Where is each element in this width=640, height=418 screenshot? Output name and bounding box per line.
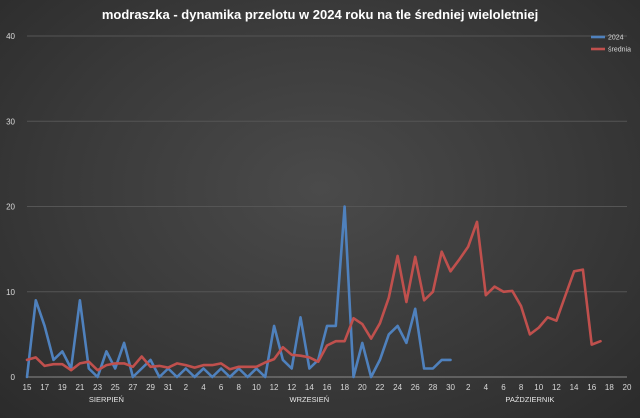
x-tick-label: 14: [305, 383, 314, 392]
x-tick-label: 12: [270, 383, 279, 392]
x-tick-label: 15: [23, 383, 32, 392]
x-tick-label: 8: [237, 383, 242, 392]
month-label: PAŹDZIERNIK: [505, 395, 554, 404]
series-line-2024: [25, 205, 452, 379]
x-tick-label: 29: [146, 383, 155, 392]
x-tick-label: 31: [164, 383, 173, 392]
x-axis: 15 17 19 21 23 25 27 29 31 2 4 6 8 10 12 12 14 16 18 20 22 24…: [23, 383, 632, 392]
x-tick-label: 16: [323, 383, 332, 392]
y-tick-label: 30: [6, 117, 15, 126]
y-tick-label: 0: [11, 373, 16, 382]
month-label: WRZESIEŃ: [290, 395, 330, 404]
x-tick-label: 14: [570, 383, 579, 392]
x-tick-label: 10: [252, 383, 261, 392]
series-lines: [25, 205, 602, 379]
x-tick-label: 21: [75, 383, 84, 392]
x-tick-label: 26: [411, 383, 420, 392]
x-tick-label: 20: [358, 383, 367, 392]
x-tick-label: 12: [552, 383, 561, 392]
x-tick-label: 20: [623, 383, 632, 392]
y-axis: 0 10 20 30 40: [6, 32, 15, 382]
month-label: SIERPIEŃ: [89, 395, 124, 404]
x-tick-label: 23: [93, 383, 102, 392]
x-tick-label: 17: [40, 383, 49, 392]
legend-label: średnia: [608, 47, 631, 54]
x-tick-label: 6: [501, 383, 506, 392]
x-tick-label: 4: [484, 383, 489, 392]
x-tick-label: 16: [587, 383, 596, 392]
x-tick-label: 30: [446, 383, 455, 392]
x-tick-label: 25: [111, 383, 120, 392]
x-tick-label: 27: [128, 383, 137, 392]
x-tick-label: 6: [219, 383, 224, 392]
x-tick-label: 10: [534, 383, 543, 392]
x-tick-label: 18: [605, 383, 614, 392]
x-tick-label: 8: [519, 383, 524, 392]
x-tick-label: 2: [184, 383, 189, 392]
chart-title: modraszka - dynamika przelotu w 2024 rok…: [102, 7, 538, 22]
y-tick-label: 20: [6, 203, 15, 212]
series-line-srednia: [25, 220, 602, 372]
y-tick-label: 10: [6, 288, 15, 297]
x-tick-label: 12: [287, 383, 296, 392]
x-tick-label: 22: [375, 383, 384, 392]
x-tick-label: 19: [58, 383, 67, 392]
month-labels: SIERPIEŃ WRZESIEŃ PAŹDZIERNIK: [89, 395, 555, 404]
x-tick-label: 2: [466, 383, 471, 392]
legend: 2024 średnia: [591, 35, 631, 54]
x-tick-label: 24: [393, 383, 402, 392]
x-tick-label: 18: [340, 383, 349, 392]
gridlines: [27, 35, 627, 378]
x-tick-label: 4: [201, 383, 206, 392]
y-tick-label: 40: [6, 32, 15, 41]
legend-label: 2024: [608, 35, 624, 42]
x-tick-label: 28: [428, 383, 437, 392]
